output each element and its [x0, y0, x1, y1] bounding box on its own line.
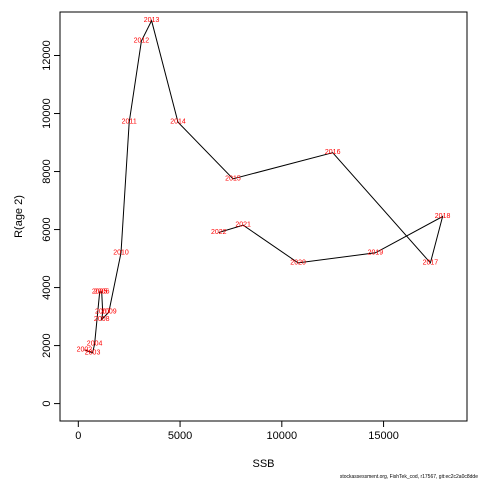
point-label-2016: 2016: [325, 149, 341, 156]
point-label-2012: 2012: [134, 38, 150, 45]
point-label-2005: 2005: [92, 288, 108, 295]
point-label-2017: 2017: [423, 259, 439, 266]
point-label-2018: 2018: [435, 213, 451, 220]
point-label-2020: 2020: [290, 259, 306, 266]
x-tick-label: 10000: [267, 430, 298, 442]
point-label-2008: 2008: [94, 316, 110, 323]
x-tick-label: 5000: [168, 430, 192, 442]
footer-text: stockassessment.org, FishTek_cod, r17567…: [340, 474, 478, 480]
x-axis: 0 5000 10000 15000: [75, 421, 399, 442]
y-tick-label: 2000: [41, 333, 53, 357]
point-label-2014: 2014: [170, 119, 186, 126]
point-label-2021: 2021: [235, 222, 251, 229]
point-label-2010: 2010: [113, 249, 129, 256]
point-label-2015: 2015: [225, 175, 241, 182]
y-tick-label: 12000: [41, 40, 53, 71]
point-label-2009: 2009: [101, 309, 117, 316]
y-tick-label: 4000: [41, 275, 53, 299]
series-line: [84, 19, 444, 354]
x-tick-label: 15000: [368, 430, 399, 442]
point-label-2002: 2002: [77, 346, 93, 353]
point-label-2004: 2004: [87, 341, 103, 348]
y-tick-label: 0: [41, 401, 53, 407]
point-label-2011: 2011: [122, 119, 137, 126]
point-label-2013: 2013: [144, 17, 160, 24]
y-axis-label: R(age 2): [13, 195, 25, 238]
x-tick-label: 0: [75, 430, 81, 442]
y-tick-label: 6000: [41, 217, 53, 241]
point-label-2019: 2019: [368, 249, 384, 256]
point-label-2007: 2007: [95, 309, 111, 316]
y-axis: 0 2000 4000 6000 8000 10000 12000: [41, 40, 60, 407]
point-label-2003: 2003: [85, 349, 101, 356]
point-label-2022: 2022: [211, 229, 227, 236]
y-tick-label: 10000: [41, 98, 53, 129]
plot-frame: [59, 11, 468, 422]
point-label-2006: 2006: [94, 288, 110, 295]
x-axis-label: SSB: [252, 458, 274, 470]
y-tick-label: 8000: [41, 159, 53, 183]
